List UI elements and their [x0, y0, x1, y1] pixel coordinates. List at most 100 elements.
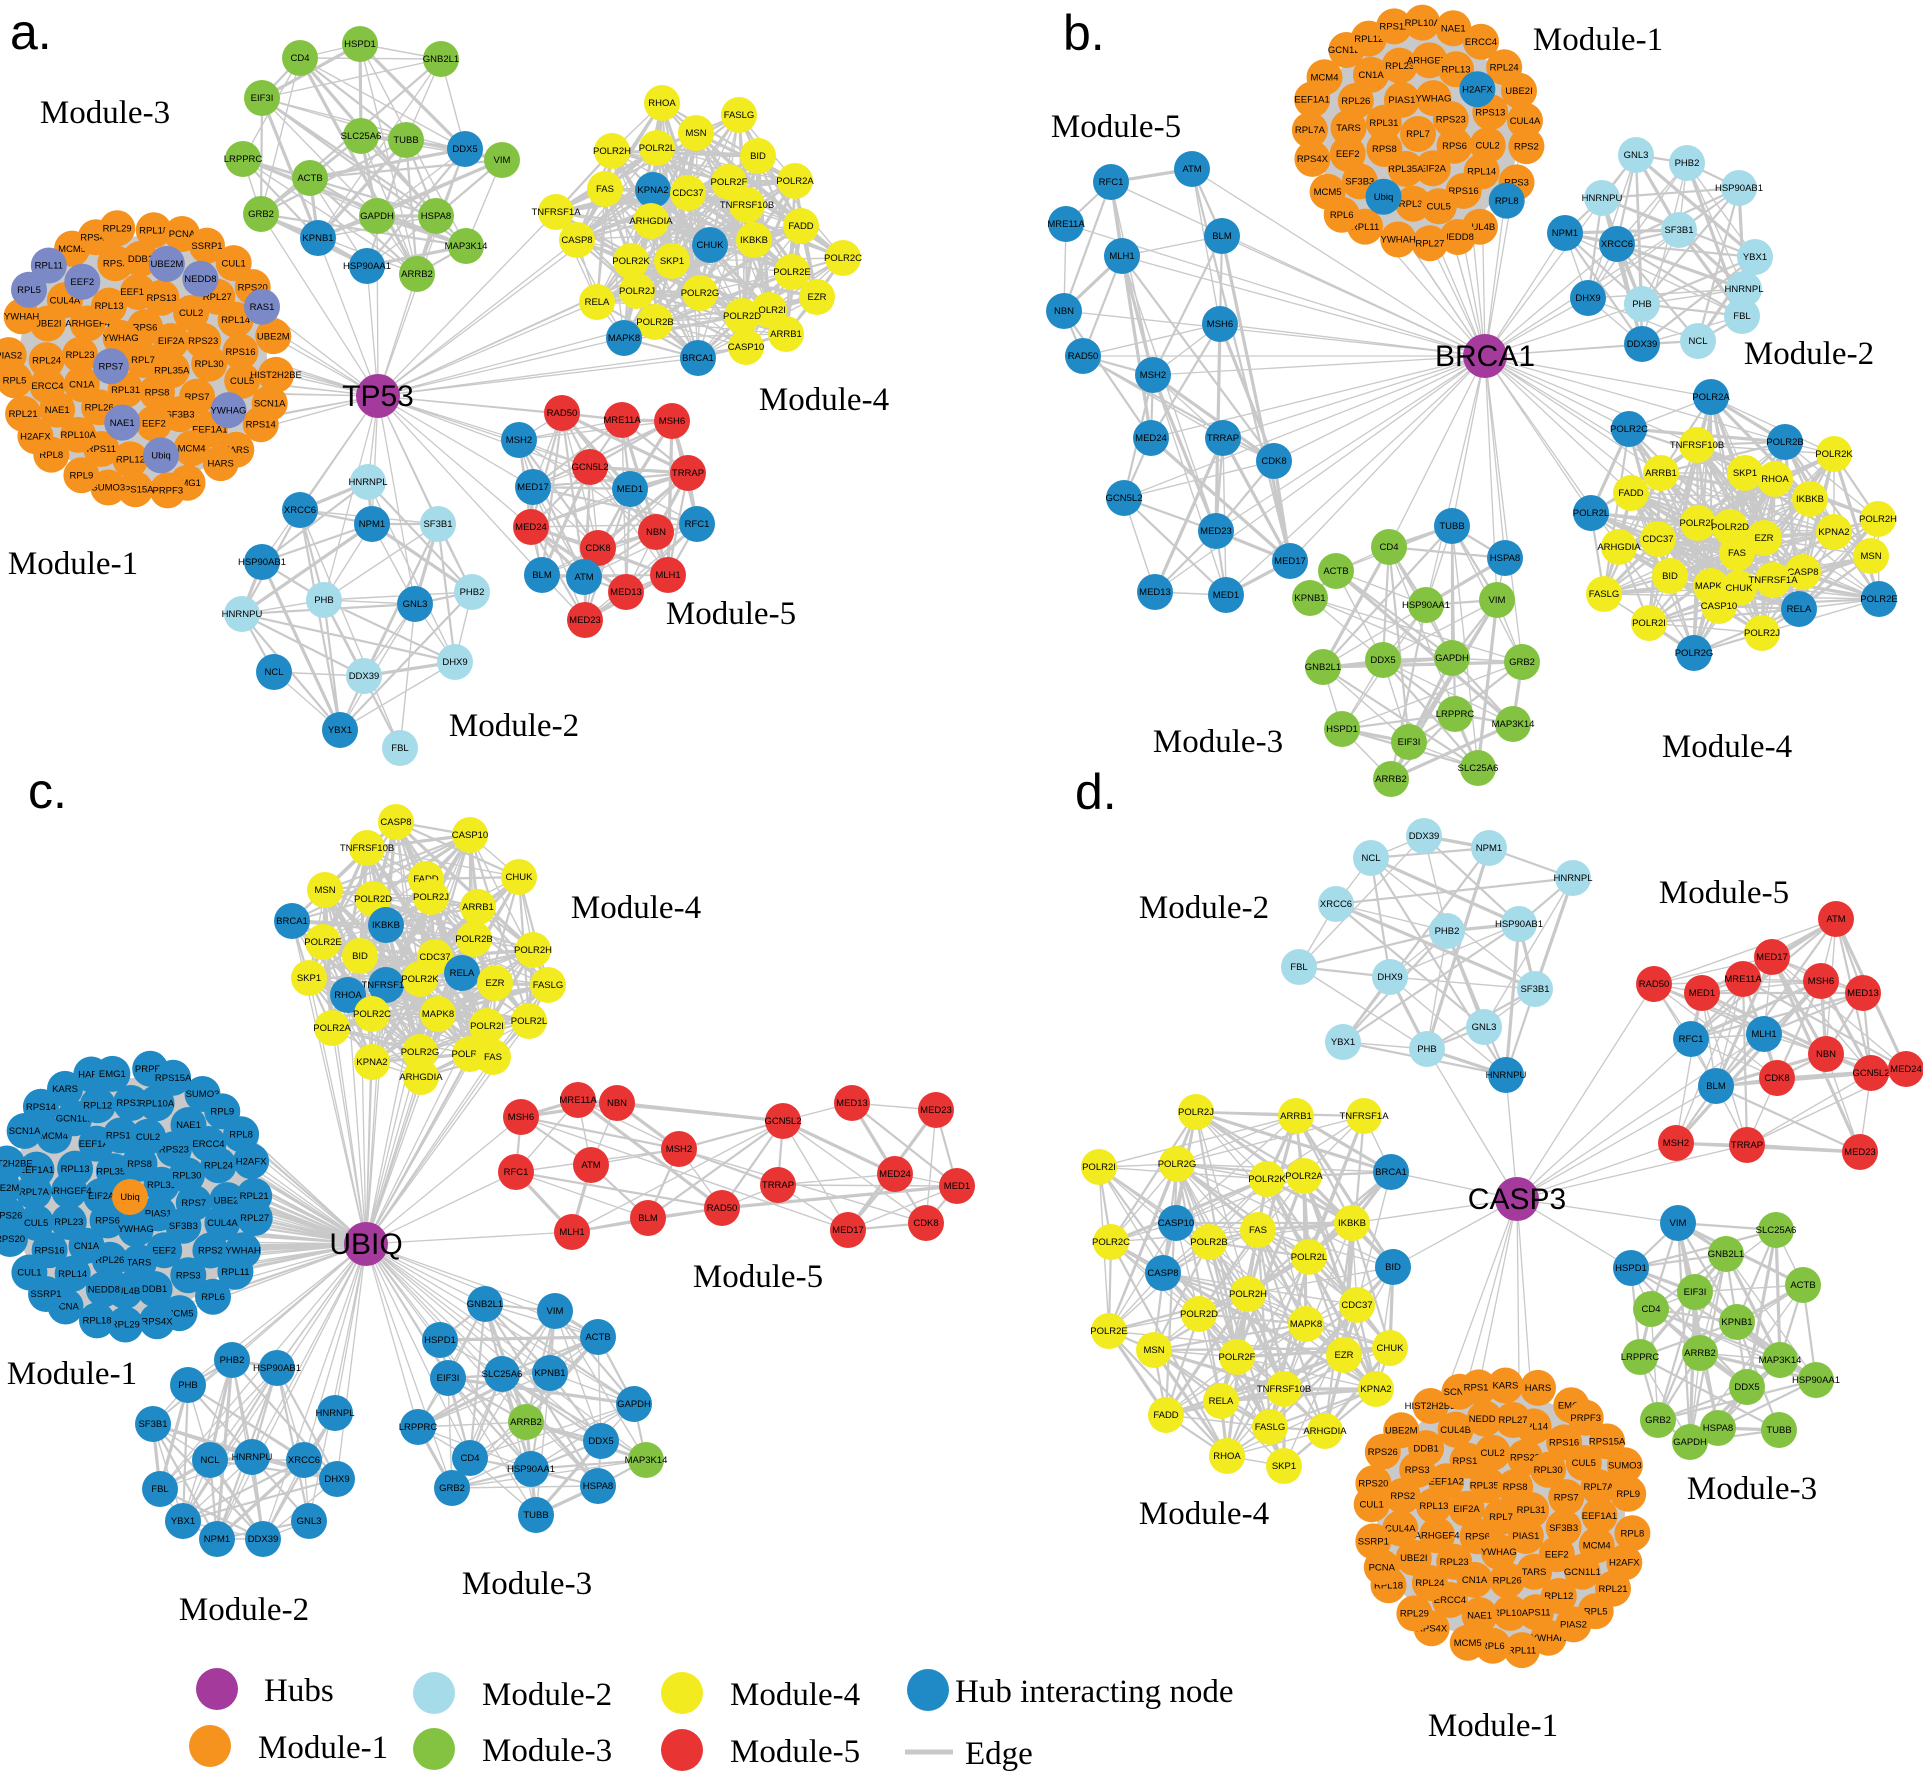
- svg-text:EIF3I: EIF3I: [1398, 737, 1421, 748]
- svg-text:RPL9: RPL9: [1616, 1489, 1640, 1500]
- svg-text:RPL11: RPL11: [221, 1267, 249, 1278]
- svg-text:TRRAP: TRRAP: [672, 468, 704, 479]
- svg-text:POLR2D: POLR2D: [354, 894, 392, 905]
- svg-text:YBX1: YBX1: [1743, 252, 1767, 263]
- svg-text:POLR2K: POLR2K: [1248, 1174, 1286, 1185]
- svg-text:GRB2: GRB2: [439, 1483, 465, 1494]
- svg-text:RPL6: RPL6: [201, 1292, 225, 1303]
- svg-text:NAE1: NAE1: [110, 418, 135, 429]
- svg-text:YBX1: YBX1: [1331, 1037, 1355, 1048]
- svg-text:CUL4A: CUL4A: [207, 1218, 238, 1229]
- svg-text:MAPK8: MAPK8: [1290, 1319, 1322, 1330]
- svg-text:LRPPRC: LRPPRC: [224, 154, 263, 165]
- svg-text:HNRNPL: HNRNPL: [315, 1408, 354, 1419]
- svg-text:HSPD1: HSPD1: [424, 1335, 456, 1346]
- svg-text:EEF2: EEF2: [1545, 1549, 1569, 1560]
- svg-text:RELA: RELA: [1787, 604, 1812, 615]
- svg-text:MAP3K14: MAP3K14: [1759, 1355, 1802, 1366]
- svg-text:POLR2C: POLR2C: [1092, 1237, 1130, 1248]
- svg-text:CN1A: CN1A: [74, 1241, 100, 1252]
- svg-text:HNRNPU: HNRNPU: [232, 1452, 273, 1463]
- svg-text:RPS16: RPS16: [1449, 186, 1479, 197]
- svg-text:FAS: FAS: [1249, 1225, 1267, 1236]
- svg-text:Hubs: Hubs: [264, 1673, 334, 1709]
- svg-text:RPL31: RPL31: [1369, 118, 1398, 129]
- svg-text:YBX1: YBX1: [328, 725, 352, 736]
- svg-text:GNL3: GNL3: [1624, 150, 1649, 161]
- svg-text:HIST2H2BE: HIST2H2BE: [0, 1159, 33, 1170]
- svg-text:TNFRSF10B: TNFRSF10B: [1257, 1384, 1311, 1395]
- svg-text:GNB2L1: GNB2L1: [1708, 1249, 1744, 1260]
- svg-text:Hub interacting node: Hub interacting node: [955, 1674, 1234, 1710]
- svg-text:RAD50: RAD50: [1639, 979, 1670, 990]
- svg-text:RPS11: RPS11: [87, 444, 116, 455]
- svg-text:RPL8: RPL8: [1621, 1528, 1645, 1539]
- svg-text:RPS16: RPS16: [1549, 1438, 1579, 1449]
- svg-text:RPL18: RPL18: [1374, 1580, 1403, 1591]
- svg-text:Module-1: Module-1: [7, 1356, 137, 1392]
- svg-text:BLM: BLM: [532, 570, 552, 581]
- svg-text:RPS26: RPS26: [0, 1210, 22, 1221]
- svg-text:RPL26: RPL26: [1341, 96, 1370, 107]
- svg-text:RPL24: RPL24: [1415, 1578, 1444, 1589]
- svg-text:PHB2: PHB2: [1435, 926, 1460, 937]
- svg-text:POLR2I: POLR2I: [752, 305, 786, 316]
- svg-text:MCM5: MCM5: [58, 244, 86, 255]
- svg-text:Module-3: Module-3: [482, 1733, 612, 1769]
- svg-text:KPNA2: KPNA2: [1360, 1384, 1391, 1395]
- svg-text:MAP3K14: MAP3K14: [625, 1455, 668, 1466]
- svg-text:CHUK: CHUK: [1726, 583, 1754, 594]
- svg-text:SLC25A6: SLC25A6: [341, 131, 382, 142]
- svg-text:MLH1: MLH1: [559, 1227, 584, 1238]
- svg-text:POLR2L: POLR2L: [511, 1016, 547, 1027]
- svg-text:EIF2A: EIF2A: [1453, 1504, 1480, 1515]
- svg-text:SSRP1: SSRP1: [191, 241, 222, 252]
- svg-text:TARS: TARS: [127, 1257, 152, 1268]
- svg-text:YWHAG: YWHAG: [118, 1224, 154, 1235]
- svg-text:MED17: MED17: [832, 1225, 864, 1236]
- svg-text:POLR2E: POLR2E: [1860, 594, 1898, 605]
- svg-text:VIM: VIM: [1670, 1218, 1687, 1229]
- svg-text:ARRB2: ARRB2: [401, 269, 433, 280]
- svg-text:HNRNPU: HNRNPU: [1486, 1070, 1527, 1081]
- svg-text:Module-3: Module-3: [1153, 724, 1283, 760]
- svg-text:HARS: HARS: [78, 1070, 104, 1081]
- svg-text:CN1A: CN1A: [1462, 1575, 1488, 1586]
- svg-text:RPS8: RPS8: [127, 1159, 152, 1170]
- svg-text:CDC37: CDC37: [672, 188, 703, 199]
- svg-text:CASP10: CASP10: [728, 342, 764, 353]
- svg-text:MSH6: MSH6: [1808, 976, 1834, 987]
- svg-text:SF3B3: SF3B3: [1345, 177, 1374, 188]
- svg-text:RHOA: RHOA: [648, 98, 676, 109]
- svg-text:RPL18: RPL18: [82, 1316, 111, 1327]
- svg-text:RELA: RELA: [585, 297, 610, 308]
- svg-text:UBE2I: UBE2I: [1505, 86, 1532, 97]
- svg-text:ARRB1: ARRB1: [1645, 468, 1677, 479]
- svg-text:CUL2: CUL2: [1480, 1448, 1504, 1459]
- svg-text:FBL: FBL: [1290, 962, 1307, 973]
- svg-text:EEF1A1: EEF1A1: [1582, 1511, 1617, 1522]
- svg-text:CD4: CD4: [1641, 1304, 1660, 1315]
- svg-text:POLR2E: POLR2E: [1090, 1326, 1128, 1337]
- svg-text:HSP90AB1: HSP90AB1: [1495, 919, 1543, 930]
- svg-text:CUL4A: CUL4A: [1385, 1524, 1416, 1535]
- svg-text:ARHGDIA: ARHGDIA: [1303, 1426, 1347, 1437]
- svg-text:HSPD1: HSPD1: [344, 39, 376, 50]
- svg-text:MRE11A: MRE11A: [559, 1095, 597, 1106]
- svg-text:CN1A: CN1A: [69, 379, 95, 390]
- svg-text:DHX9: DHX9: [1377, 972, 1402, 983]
- svg-text:NBN: NBN: [607, 1098, 627, 1109]
- svg-text:PHB: PHB: [314, 595, 334, 606]
- svg-text:UBE2M: UBE2M: [1385, 1426, 1418, 1437]
- svg-text:EIF2A: EIF2A: [1420, 164, 1447, 175]
- svg-text:RPS14: RPS14: [246, 419, 276, 430]
- svg-text:HNRNPU: HNRNPU: [1582, 193, 1623, 204]
- svg-text:DDB1: DDB1: [142, 1284, 167, 1295]
- svg-text:RPS6: RPS6: [1465, 1532, 1490, 1543]
- svg-text:RPL7: RPL7: [1489, 1512, 1513, 1523]
- svg-text:HSPA8: HSPA8: [583, 1481, 613, 1492]
- svg-text:NCL: NCL: [200, 1455, 219, 1466]
- svg-text:ARHGEF4: ARHGEF4: [65, 319, 110, 330]
- svg-text:RFC1: RFC1: [504, 1167, 529, 1178]
- svg-text:HSP90AB1: HSP90AB1: [238, 557, 286, 568]
